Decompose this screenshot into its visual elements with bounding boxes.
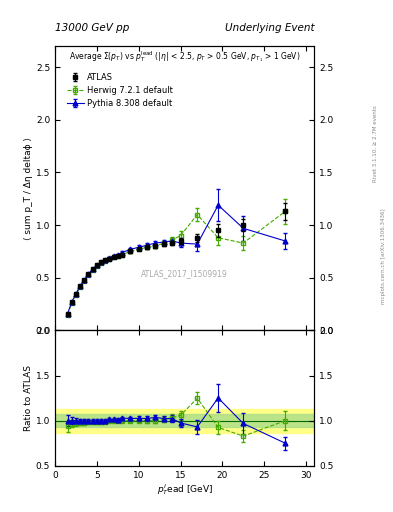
Bar — [55, 409, 314, 433]
Bar — [55, 414, 314, 427]
Text: ATLAS_2017_I1509919: ATLAS_2017_I1509919 — [141, 269, 228, 278]
Text: Average $\Sigma(p_T)$ vs $p_T^{\rm lead}$ ($|\eta|$ < 2.5, $p_T$ > 0.5 GeV, $p_{: Average $\Sigma(p_T)$ vs $p_T^{\rm lead}… — [69, 49, 301, 64]
Y-axis label: Ratio to ATLAS: Ratio to ATLAS — [24, 365, 33, 431]
Text: Rivet 3.1.10, ≥ 2.7M events: Rivet 3.1.10, ≥ 2.7M events — [373, 105, 378, 182]
Text: 13000 GeV pp: 13000 GeV pp — [55, 23, 129, 33]
Y-axis label: ⟨ sum p_T / Δη deltaϕ ⟩: ⟨ sum p_T / Δη deltaϕ ⟩ — [24, 137, 33, 240]
Text: mcplots.cern.ch [arXiv:1306.3436]: mcplots.cern.ch [arXiv:1306.3436] — [381, 208, 386, 304]
X-axis label: $p_T^{l}$ead [GeV]: $p_T^{l}$ead [GeV] — [156, 482, 213, 498]
Legend: ATLAS, Herwig 7.2.1 default, Pythia 8.308 default: ATLAS, Herwig 7.2.1 default, Pythia 8.30… — [64, 70, 175, 111]
Text: Underlying Event: Underlying Event — [225, 23, 314, 33]
